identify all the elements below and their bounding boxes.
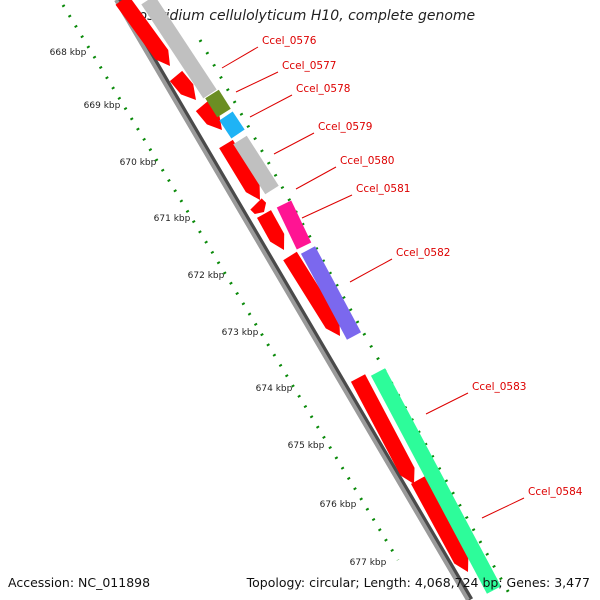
cds-arrow-6[interactable] xyxy=(257,210,285,250)
gene-label-leader xyxy=(235,71,279,93)
kbp-tick-label: 672 kbp xyxy=(188,271,225,281)
map-title: Clostridium cellulolyticum H10, complete… xyxy=(124,8,476,24)
gene-label-leader xyxy=(273,132,315,155)
gene-label-leader xyxy=(481,497,525,519)
gene-label[interactable]: Ccel_0584 xyxy=(528,486,583,498)
genome-backbone xyxy=(114,0,470,600)
gene-label[interactable]: Ccel_0577 xyxy=(282,60,336,72)
feature-purple[interactable] xyxy=(300,246,362,340)
feature-magenta[interactable] xyxy=(276,200,312,250)
gene-label-leader xyxy=(301,194,353,219)
kbp-tick-label: 677 kbp xyxy=(350,558,387,568)
gene-label[interactable]: Ccel_0583 xyxy=(472,381,526,393)
kbp-tick-label: 671 kbp xyxy=(154,214,191,224)
gene-label-leader xyxy=(221,46,259,69)
topology-text: Topology: circular; Length: 4,068,724 bp… xyxy=(246,575,590,590)
cds-arrow-3[interactable] xyxy=(195,100,222,130)
cds-arrow-4[interactable] xyxy=(219,139,260,200)
kbp-tick-label: 668 kbp xyxy=(50,48,87,58)
cds-arrow-9[interactable] xyxy=(410,476,469,572)
cds-arrow-2[interactable] xyxy=(169,70,196,100)
cds-arrow-8[interactable] xyxy=(350,374,415,484)
feature-gray-2[interactable] xyxy=(233,135,279,195)
gene-label-leader xyxy=(425,392,469,415)
cds-arrow-5[interactable] xyxy=(250,198,267,215)
kbp-tick-label: 673 kbp xyxy=(222,328,259,338)
kbp-tick-label: 675 kbp xyxy=(288,441,325,451)
kbp-tick-label: 670 kbp xyxy=(120,158,157,168)
gene-label[interactable]: Ccel_0582 xyxy=(396,247,450,259)
gene-label[interactable]: Ccel_0581 xyxy=(356,183,410,195)
outer-dotted-guide xyxy=(61,4,400,561)
gene-label-leader xyxy=(295,166,337,190)
feature-olive[interactable] xyxy=(205,89,231,118)
kbp-tick-label: 674 kbp xyxy=(256,384,293,394)
gene-label[interactable]: Ccel_0578 xyxy=(296,83,350,95)
kbp-tick-label: 676 kbp xyxy=(320,500,357,510)
gene-label[interactable]: Ccel_0579 xyxy=(318,121,372,133)
cds-arrow-1[interactable] xyxy=(115,0,170,66)
feature-spring[interactable] xyxy=(370,368,502,594)
kbp-tick-label: 669 kbp xyxy=(84,101,121,111)
gene-label-leader xyxy=(349,258,393,283)
gene-label[interactable]: Ccel_0580 xyxy=(340,155,394,167)
gene-label[interactable]: Ccel_0576 xyxy=(262,35,317,47)
feature-cyan[interactable] xyxy=(219,111,245,139)
cds-arrow-7[interactable] xyxy=(283,251,340,336)
accession-text: Accession: NC_011898 xyxy=(8,575,151,590)
gene-label-leader xyxy=(249,94,293,118)
feature-gray-1[interactable] xyxy=(141,0,217,99)
